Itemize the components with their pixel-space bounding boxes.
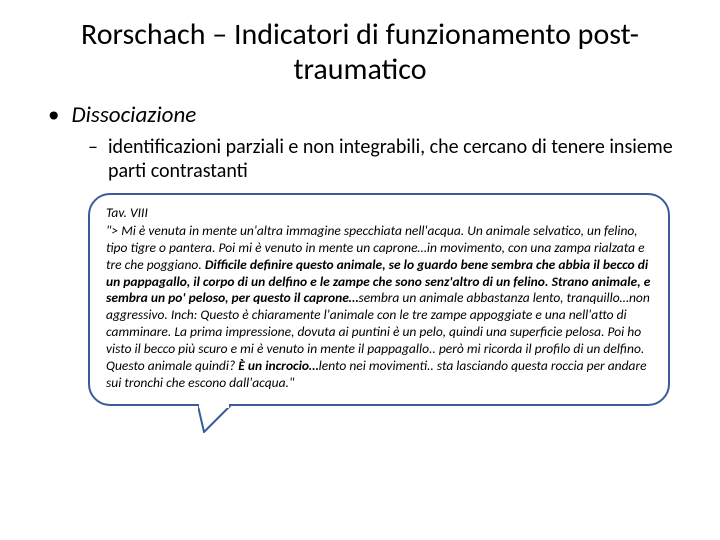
bullet-level-1-text: Dissociazione <box>71 101 196 129</box>
callout-tail <box>198 404 238 434</box>
bullet-glyph-1: • <box>48 101 59 129</box>
bullet-glyph-2: – <box>88 135 98 183</box>
callout-bubble: Tav. VIII "> Mi è venuta in mente un'alt… <box>88 193 670 406</box>
slide-title: Rorschach – Indicatori di funzionamento … <box>40 18 680 87</box>
callout-text-seg4-bold: È un incrocio… <box>238 357 318 374</box>
callout-plate-label: Tav. VIII <box>106 205 652 222</box>
callout-container: Tav. VIII "> Mi è venuta in mente un'alt… <box>88 193 670 406</box>
bullet-level-2: – identificazioni parziali e non integra… <box>40 135 680 183</box>
bullet-level-2-text: identificazioni parziali e non integrabi… <box>108 135 680 183</box>
bullet-level-1: • Dissociazione <box>40 101 680 129</box>
